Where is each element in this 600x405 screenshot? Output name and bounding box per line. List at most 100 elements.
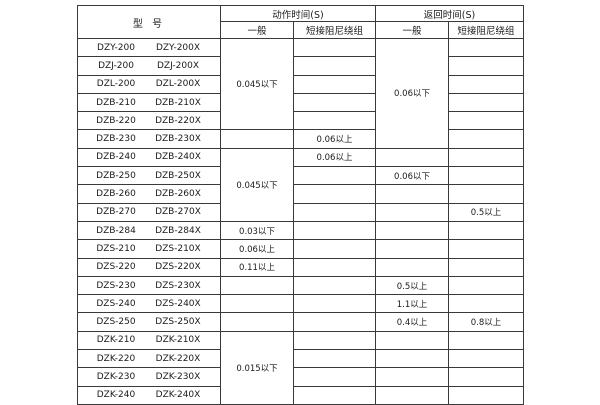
cell-action-damping-empty	[292, 184, 377, 204]
model-code-primary: DZK-240	[96, 390, 136, 401]
cell-model: DZS-240 DZS-240X	[77, 294, 221, 314]
cell-return-damping-empty	[448, 74, 525, 94]
model-code-variant: DZK-230X	[155, 371, 201, 382]
cell-action-damping-empty	[292, 312, 377, 332]
table-row: DZB-260 DZB-260X	[77, 184, 525, 204]
table-row: DZB-210 DZB-210X	[77, 92, 525, 113]
table-row: DZK-220 DZK-220X	[77, 349, 525, 369]
header-return-time: 返回时间(S)	[375, 5, 525, 22]
model-code-primary: DZL-200	[96, 79, 136, 90]
cell-action-damping-empty	[292, 257, 377, 277]
header-return-general: 一般	[375, 21, 450, 39]
header-row-group: 型 号 动作时间(S) 返回时间(S)	[77, 5, 525, 39]
cell-return-general: 0.4以上	[375, 312, 450, 332]
header-model: 型 号	[77, 5, 221, 39]
cell-model: DZB-210 DZB-210X	[77, 92, 221, 113]
specification-table-container: 型 号 动作时间(S) 返回时间(S) 一般 短接阻尼绕组 一般 短接阻尼绕组 …	[77, 5, 525, 405]
cell-model: DZS-250 DZS-250X	[77, 312, 221, 332]
model-code-variant: DZK-220X	[155, 353, 201, 364]
cell-return-general: 0.5以上	[375, 275, 450, 296]
cell-action-damping-empty	[292, 275, 377, 296]
model-code-variant: DZK-240X	[155, 390, 201, 401]
cell-action-general-empty	[220, 312, 294, 332]
header-row-sub: 一般 短接阻尼绕组 一般 短接阻尼绕组	[78, 21, 525, 39]
cell-return-damping-empty	[448, 367, 525, 387]
cell-return-damping-empty	[448, 92, 525, 113]
cell-return-damping-empty	[448, 294, 525, 314]
cell-return-damping: 0.8以上	[448, 312, 525, 332]
table-row: DZB-270 DZB-270X 0.5以上	[77, 202, 525, 222]
cell-action-damping-empty	[292, 111, 377, 131]
model-code-variant: DZS-210X	[155, 243, 201, 254]
header-return-damping: 短接阻尼绕组	[448, 21, 525, 39]
cell-return-damping-empty	[448, 349, 525, 369]
model-code-primary: DZB-220	[96, 115, 136, 126]
model-code-primary: DZB-210	[96, 97, 136, 108]
cell-return-damping-empty	[448, 330, 525, 351]
cell-return-damping-empty	[448, 37, 525, 58]
table-row: DZB-230 DZB-230X 0.06以上	[77, 129, 525, 149]
model-code-variant: DZS-230X	[155, 280, 201, 291]
cell-model: DZB-220 DZB-220X	[77, 111, 221, 131]
cell-model: DZS-230 DZS-230X	[77, 275, 221, 296]
model-code-variant: DZB-260X	[155, 189, 201, 200]
model-code-primary: DZB-230	[96, 134, 136, 145]
model-code-variant: DZL-200X	[155, 79, 201, 90]
cell-return-general-empty	[375, 147, 450, 168]
table-row: DZK-210 DZK-210X 0.015以下	[77, 330, 525, 405]
cell-action-damping-empty	[292, 92, 377, 113]
model-code-primary: DZS-230	[96, 280, 136, 291]
cell-action-general: 0.11以上	[220, 257, 294, 277]
cell-return-damping-empty	[448, 147, 525, 168]
cell-model: DZK-230 DZK-230X	[77, 367, 221, 387]
cell-return-damping-empty	[448, 220, 525, 241]
cell-return-general-empty	[375, 220, 450, 241]
model-code-variant: DZB-284X	[155, 225, 201, 236]
cell-return-general-empty	[375, 184, 450, 204]
cell-return-damping-empty	[448, 111, 525, 131]
model-code-primary: DZB-270	[96, 207, 136, 218]
table-row: DZS-240 DZS-240X 1.1以上	[77, 294, 525, 314]
cell-action-general: 0.06以上	[220, 239, 294, 259]
cell-return-damping-empty	[448, 385, 525, 405]
model-code-primary: DZB-250	[96, 170, 136, 181]
cell-action-damping-empty	[292, 56, 377, 76]
cell-action-damping: 0.06以上	[292, 147, 377, 168]
cell-model: DZK-210 DZK-210X	[77, 330, 221, 351]
model-code-variant: DZB-220X	[155, 115, 201, 126]
model-code-primary: DZK-230	[96, 371, 136, 382]
cell-return-general-empty	[375, 202, 450, 222]
cell-action-general-empty	[220, 275, 294, 296]
cell-model: DZS-220 DZS-220X	[77, 257, 221, 277]
cell-action-general: 0.015以下	[220, 330, 294, 405]
table-row: DZB-240 DZB-240X 0.045以下 0.06以上	[77, 147, 525, 222]
model-code-variant: DZS-220X	[155, 262, 201, 273]
model-code-variant: DZS-250X	[155, 317, 201, 328]
cell-model: DZB-250 DZB-250X	[77, 166, 221, 186]
model-code-variant: DZY-200X	[155, 42, 201, 53]
cell-model: DZK-240 DZK-240X	[77, 385, 221, 405]
table-row: DZK-230 DZK-230X	[77, 367, 525, 387]
table-row: DZB-220 DZB-220X	[77, 111, 525, 131]
cell-action-damping-empty	[292, 220, 377, 241]
cell-return-damping-empty	[448, 56, 525, 76]
cell-return-general: 0.06以下	[375, 166, 450, 186]
model-code-primary: DZS-210	[96, 243, 136, 254]
header-action-damping: 短接阻尼绕组	[292, 21, 377, 39]
cell-action-damping: 0.06以上	[292, 129, 377, 149]
cell-model: DZB-230 DZB-230X	[77, 129, 221, 149]
model-code-primary: DZB-284	[96, 225, 136, 236]
cell-model: DZB-284 DZB-284X	[77, 220, 221, 241]
model-code-variant: DZS-240X	[155, 298, 201, 309]
table-row: DZB-284 DZB-284X 0.03以下	[77, 220, 525, 241]
cell-action-damping-empty	[292, 294, 377, 314]
model-code-primary: DZJ-200	[98, 60, 134, 71]
cell-model: DZY-200 DZY-200X	[77, 37, 221, 58]
model-code-variant: DZJ-200X	[156, 60, 200, 71]
cell-return-damping-empty	[448, 129, 525, 149]
relay-timing-specification-table: 型 号 动作时间(S) 返回时间(S) 一般 短接阻尼绕组 一般 短接阻尼绕组 …	[77, 5, 525, 405]
table-row: DZL-200 DZL-200X	[77, 74, 525, 94]
header-action-general: 一般	[220, 21, 294, 39]
model-code-primary: DZB-260	[96, 189, 136, 200]
table-row: DZJ-200 DZJ-200X	[77, 56, 525, 76]
